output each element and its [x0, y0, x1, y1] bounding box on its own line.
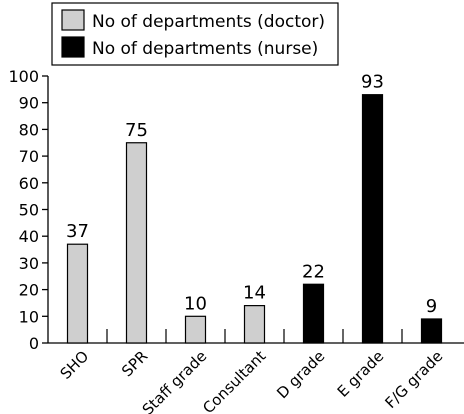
legend-label-doctor: No of departments (doctor) [92, 12, 325, 32]
y-tick-label: 40 [19, 227, 39, 246]
bar-doctor [125, 142, 148, 344]
x-category-label: F/G grade [381, 347, 446, 412]
bar-doctor [243, 305, 266, 344]
x-category-label: SPR [118, 347, 151, 380]
y-tick-label: 30 [19, 254, 39, 273]
x-category-label: D grade [273, 347, 328, 402]
y-tick-label: 100 [8, 67, 39, 86]
y-tick-label: 10 [19, 307, 39, 326]
bar-value-label: 10 [184, 293, 207, 314]
bar-value-label: 9 [426, 296, 437, 317]
bar-nurse [361, 94, 384, 344]
y-tick-label: 90 [19, 94, 39, 113]
y-tick-label: 50 [19, 201, 39, 220]
legend-label-nurse: No of departments (nurse) [92, 39, 318, 59]
x-category-label: Consultant [199, 347, 269, 414]
legend-swatch-nurse [61, 36, 85, 58]
y-tick-label: 0 [29, 334, 39, 353]
bar-value-label: 22 [302, 261, 325, 282]
bar-doctor [66, 243, 89, 344]
bar-nurse [302, 283, 325, 344]
x-category-label: SHO [57, 347, 93, 383]
legend: No of departments (doctor) No of departm… [51, 2, 339, 66]
bar-value-label: 14 [243, 283, 266, 304]
legend-box [51, 2, 339, 66]
bars [66, 94, 443, 344]
bar-value-label: 37 [66, 221, 89, 242]
bar-value-label: 75 [125, 120, 148, 141]
axes: 0 10 20 30 40 50 60 70 80 90 100 [8, 67, 464, 353]
legend-swatch-doctor [61, 9, 85, 31]
y-tick-label: 80 [19, 120, 39, 139]
y-tick-label: 60 [19, 174, 39, 193]
y-tick-label: 70 [19, 147, 39, 166]
bar-nurse [420, 318, 443, 344]
y-tick-label: 20 [19, 281, 39, 300]
data-labels: 37 75 10 14 22 93 9 [66, 72, 437, 317]
bar-doctor [184, 315, 207, 344]
x-category-label: E grade [334, 347, 388, 401]
bar-value-label: 93 [361, 72, 384, 93]
